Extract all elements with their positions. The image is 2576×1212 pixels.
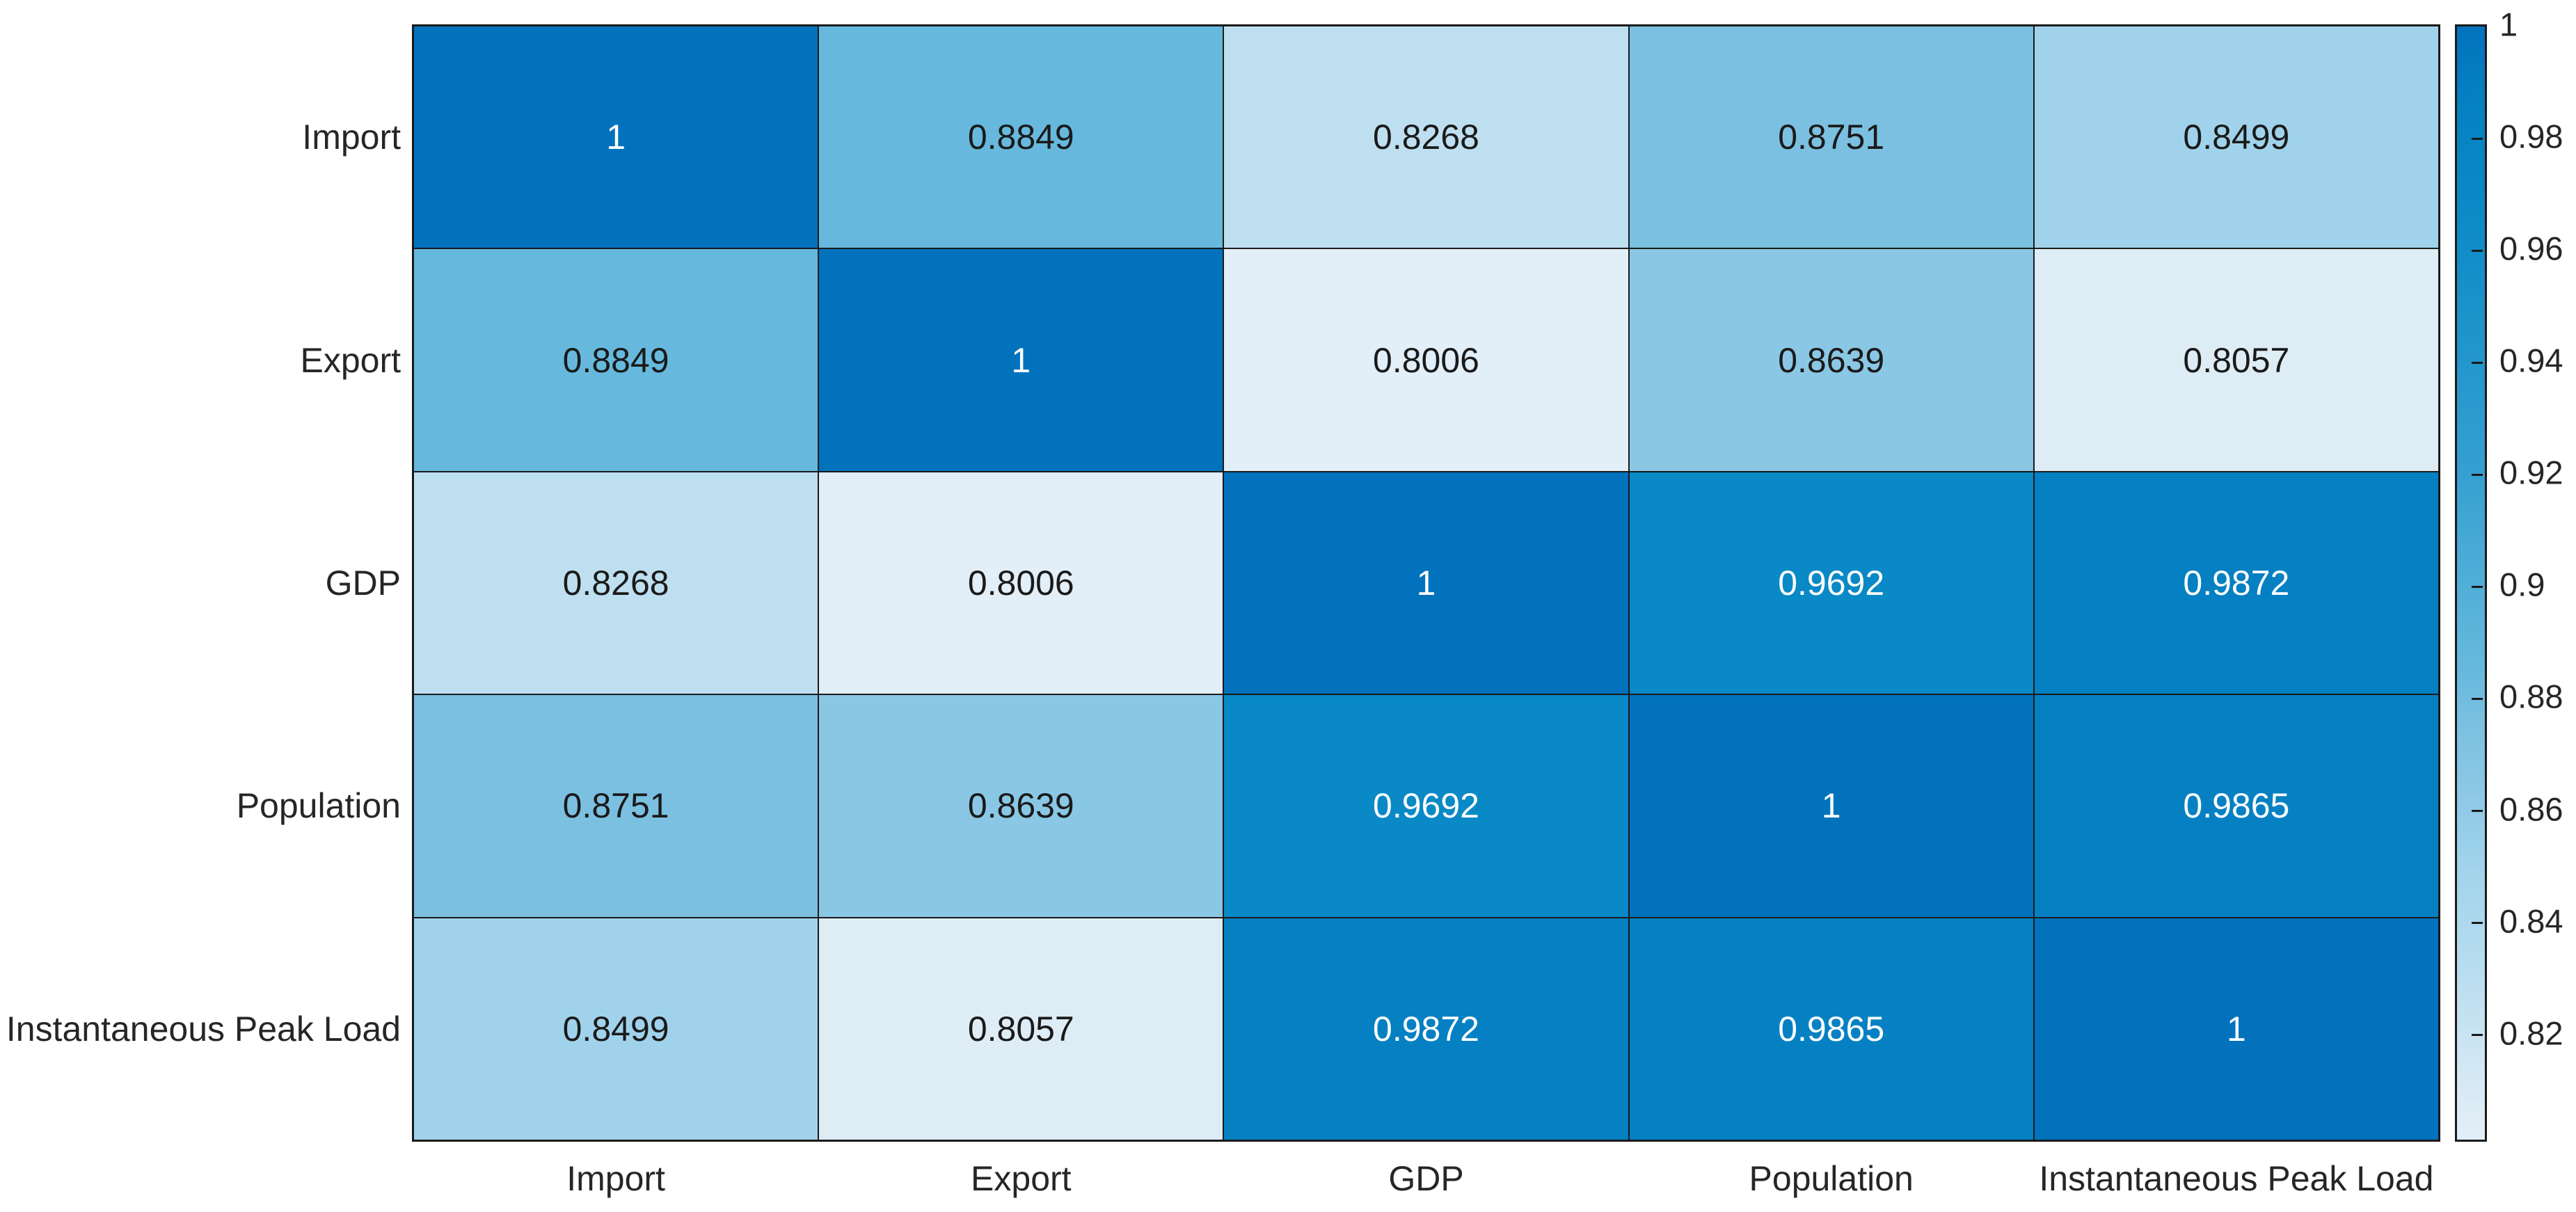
heatmap-cell: 0.8751 — [414, 695, 818, 917]
heatmap-cell: 0.8006 — [819, 472, 1223, 694]
colorbar-tick-label: 0.82 — [2499, 1014, 2563, 1052]
heatmap-cell: 1 — [1224, 472, 1628, 694]
cell-value: 0.9865 — [1778, 1009, 1885, 1048]
y-axis-label-import: Import — [302, 118, 401, 157]
x-axis-label-import: Import — [566, 1159, 665, 1198]
colorbar-tick-mark — [2472, 810, 2483, 813]
cell-value: 1 — [2226, 1009, 2246, 1048]
cell-value: 1 — [1416, 563, 1436, 603]
colorbar-tick-mark — [2472, 1034, 2483, 1037]
y-axis-label-population: Population — [236, 786, 401, 826]
heatmap-cell: 0.9692 — [1629, 472, 2033, 694]
y-axis-label-instantaneous-peak-load: Instantaneous Peak Load — [6, 1009, 401, 1048]
cell-value: 0.8057 — [967, 1009, 1074, 1048]
heatmap-cell: 1 — [414, 26, 818, 248]
heatmap-cell: 0.9872 — [2034, 472, 2438, 694]
cell-value: 0.9872 — [2183, 563, 2290, 603]
heatmap-cell: 1 — [1629, 695, 2033, 917]
x-axis-label-export: Export — [971, 1159, 1072, 1198]
x-axis-label-instantaneous-peak-load: Instantaneous Peak Load — [2039, 1159, 2434, 1198]
heatmap-cell: 0.8057 — [819, 918, 1223, 1140]
cell-value: 0.8006 — [1373, 340, 1479, 380]
colorbar-tick-label: 0.88 — [2499, 678, 2563, 715]
cell-value: 0.8639 — [967, 786, 1074, 826]
cell-value: 0.8499 — [562, 1009, 669, 1048]
y-axis-label-gdp: GDP — [325, 564, 401, 603]
cell-value: 0.8849 — [562, 340, 669, 380]
colorbar-tick-label: 0.98 — [2499, 118, 2563, 155]
x-axis-label-population: Population — [1749, 1159, 1914, 1198]
cell-value: 0.8006 — [967, 563, 1074, 603]
colorbar-tick-label: 0.92 — [2499, 454, 2563, 491]
heatmap-cell: 0.9692 — [1224, 695, 1628, 917]
colorbar-tick-mark — [2472, 137, 2483, 140]
cell-value: 0.9872 — [1373, 1009, 1479, 1048]
colorbar-tick-label: 0.96 — [2499, 230, 2563, 267]
heatmap-cell: 0.9865 — [1629, 918, 2033, 1140]
colorbar-tick-mark — [2472, 585, 2483, 588]
cell-value: 0.8268 — [562, 563, 669, 603]
heatmap-grid: 1 0.8849 0.8268 0.8751 0.8499 0.8849 1 0.8006 0.… — [412, 24, 2440, 1142]
cell-value: 0.8639 — [1778, 340, 1885, 380]
colorbar-tick-label: 0.84 — [2499, 902, 2563, 940]
colorbar-tick-mark — [2472, 361, 2483, 364]
cell-value: 0.9692 — [1778, 563, 1885, 603]
y-axis-label-export: Export — [300, 340, 401, 380]
heatmap-cell: 0.8057 — [2034, 249, 2438, 471]
heatmap-cell: 0.9865 — [2034, 695, 2438, 917]
heatmap-cell: 0.9872 — [1224, 918, 1628, 1140]
heatmap-cell: 0.8268 — [1224, 26, 1628, 248]
heatmap-cell: 0.8499 — [414, 918, 818, 1140]
heatmap-cell: 1 — [819, 249, 1223, 471]
heatmap-cell: 0.8849 — [414, 249, 818, 471]
heatmap-cell: 0.8849 — [819, 26, 1223, 248]
heatmap-cell: 0.8751 — [1629, 26, 2033, 248]
heatmap-cell: 0.8639 — [819, 695, 1223, 917]
cell-value: 0.8751 — [562, 786, 669, 826]
x-axis-label-gdp: GDP — [1388, 1159, 1464, 1198]
colorbar-tick-label: 0.9 — [2499, 566, 2545, 603]
cell-value: 0.8057 — [2183, 340, 2290, 380]
cell-value: 0.9692 — [1373, 786, 1479, 826]
colorbar-tick-mark — [2472, 249, 2483, 252]
colorbar-tick-label: 1 — [2499, 6, 2518, 43]
heatmap-cell: 0.8499 — [2034, 26, 2438, 248]
heatmap-cell: 1 — [2034, 918, 2438, 1140]
colorbar-tick-label: 0.94 — [2499, 342, 2563, 379]
cell-value: 0.8751 — [1778, 118, 1885, 157]
colorbar-tick-mark — [2472, 473, 2483, 476]
colorbar-tick-label: 0.86 — [2499, 790, 2563, 828]
heatmap-cell: 0.8268 — [414, 472, 818, 694]
colorbar-gradient — [2457, 26, 2485, 1140]
heatmap-cell: 0.8006 — [1224, 249, 1628, 471]
colorbar-tick-mark — [2472, 697, 2483, 700]
cell-value: 0.8499 — [2183, 118, 2290, 157]
colorbar — [2455, 24, 2487, 1142]
cell-value: 0.8849 — [967, 118, 1074, 157]
cell-value: 1 — [606, 118, 626, 157]
cell-value: 0.9865 — [2183, 786, 2290, 826]
cell-value: 0.8268 — [1373, 118, 1479, 157]
colorbar-tick-mark — [2472, 922, 2483, 925]
cell-value: 1 — [1011, 340, 1031, 380]
cell-value: 1 — [1821, 786, 1841, 826]
heatmap-cell: 0.8639 — [1629, 249, 2033, 471]
